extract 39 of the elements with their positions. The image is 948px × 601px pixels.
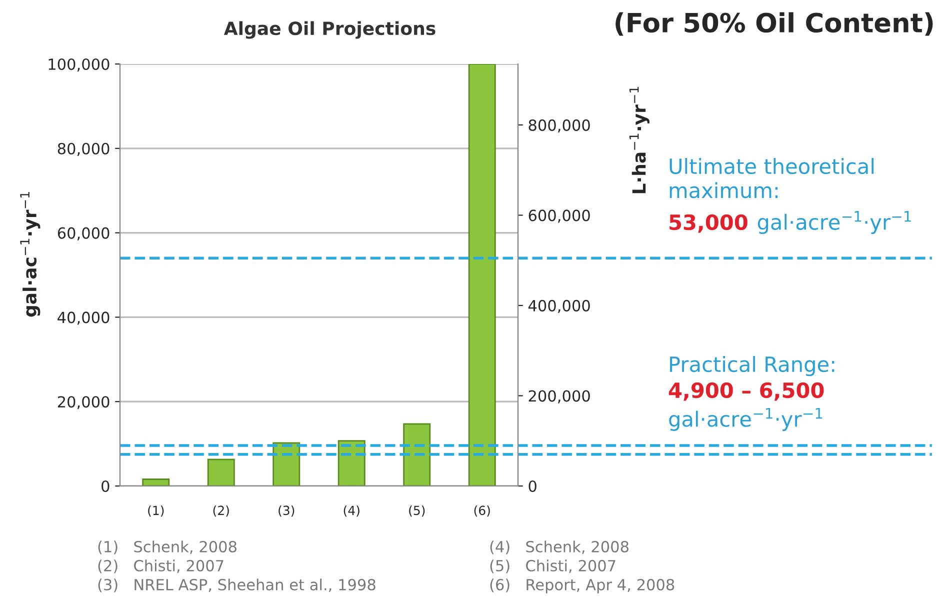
y-tick-label: 0: [102, 480, 110, 492]
y-tick-label: 40,000: [58, 312, 110, 325]
y-tick-label: 60,000: [58, 227, 110, 240]
text: (5) Chisti, 2007: [490, 560, 616, 574]
y2-tick-label: 600,000: [528, 210, 590, 223]
bar: [272, 442, 300, 486]
x-tick-label: (1): [148, 505, 164, 517]
y-tick-label: 80,000: [58, 142, 110, 156]
text: (2) Chisti, 2007: [98, 560, 224, 574]
x-tick-label: (3): [278, 505, 294, 517]
text: (3) NREL ASP, Sheehan et al., 1998: [98, 578, 376, 592]
text: Ultimate theoretical maximum:: [670, 158, 874, 198]
bar: [207, 458, 235, 486]
bar: [142, 478, 170, 486]
text: (6) Report, Apr 4, 2008: [490, 578, 674, 594]
chart-title: Algae Oil Projections: [224, 21, 436, 39]
y2-tick-label: 400,000: [528, 300, 590, 314]
bar: [468, 64, 496, 486]
text: 53,000: [670, 214, 748, 233]
y-axis-title: gal·ac$^{−1}$·yr$^{−1}$: [20, 192, 40, 317]
text: (For 50% Oil Content): [616, 12, 933, 36]
x-tick-label: (6): [474, 505, 490, 517]
y-tick-label: 20,000: [58, 396, 110, 410]
text: gal·acre$^{−1}$·yr$^{−1}$: [758, 211, 911, 234]
text: (1) Schenk, 2008: [98, 540, 236, 554]
bar: [338, 440, 366, 486]
y-tick-label: 100,000: [48, 58, 110, 72]
x-tick-label: (5): [409, 505, 425, 517]
text: Practical Range:: [670, 356, 834, 376]
x-tick-label: (2): [213, 505, 229, 517]
text: (4) Schenk, 2008: [490, 540, 628, 554]
text: gal·acre$^{−1}$·yr$^{−1}$: [669, 408, 822, 431]
x-tick-label: (4): [344, 505, 360, 517]
y2-tick-label: 200,000: [528, 390, 590, 404]
y2-tick-label: 800,000: [528, 119, 590, 133]
text: 4,900 – 6,500: [668, 382, 824, 401]
y2-tick-label: 0: [528, 480, 536, 492]
bar: [403, 423, 431, 486]
y2-axis-title: L·ha$^{−1}$·yr$^{−1}$: [629, 86, 650, 194]
